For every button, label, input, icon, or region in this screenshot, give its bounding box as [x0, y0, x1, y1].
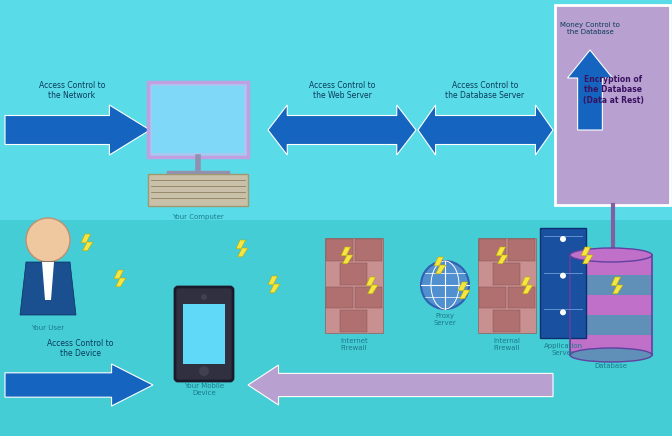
Polygon shape [418, 105, 553, 155]
FancyBboxPatch shape [570, 295, 652, 315]
FancyBboxPatch shape [493, 263, 519, 285]
Text: Internal
Firewall: Internal Firewall [493, 338, 521, 351]
FancyBboxPatch shape [175, 287, 233, 381]
Polygon shape [5, 364, 153, 406]
FancyBboxPatch shape [339, 310, 366, 332]
Text: Database: Database [595, 363, 628, 369]
FancyBboxPatch shape [148, 174, 248, 206]
Polygon shape [366, 277, 378, 294]
Polygon shape [496, 247, 508, 264]
FancyBboxPatch shape [570, 315, 652, 335]
FancyBboxPatch shape [0, 0, 672, 220]
Text: Internet
Firewall: Internet Firewall [340, 338, 368, 351]
Polygon shape [114, 270, 126, 287]
FancyBboxPatch shape [355, 239, 382, 261]
FancyBboxPatch shape [493, 310, 519, 332]
FancyBboxPatch shape [325, 238, 383, 333]
Text: Your Computer: Your Computer [172, 214, 224, 220]
Text: Encryption of
the Database
(Data at Rest): Encryption of the Database (Data at Rest… [583, 75, 643, 105]
Polygon shape [611, 277, 623, 294]
FancyBboxPatch shape [339, 263, 366, 285]
Polygon shape [248, 365, 553, 405]
Polygon shape [5, 105, 150, 155]
Circle shape [199, 366, 209, 376]
Circle shape [560, 309, 566, 315]
Text: Access Control to
the Network: Access Control to the Network [39, 81, 106, 100]
FancyBboxPatch shape [183, 304, 225, 364]
Polygon shape [20, 262, 76, 315]
Polygon shape [341, 247, 353, 264]
Circle shape [560, 236, 566, 242]
Text: Proxy
Server: Proxy Server [433, 313, 456, 326]
Text: Your User: Your User [32, 325, 65, 331]
FancyBboxPatch shape [479, 239, 506, 261]
Polygon shape [458, 282, 470, 299]
FancyBboxPatch shape [355, 286, 382, 308]
FancyBboxPatch shape [540, 228, 586, 338]
Text: Your Mobile
Device: Your Mobile Device [184, 383, 224, 396]
FancyBboxPatch shape [479, 286, 506, 308]
FancyBboxPatch shape [508, 286, 535, 308]
Polygon shape [434, 257, 446, 274]
Polygon shape [236, 240, 248, 257]
FancyBboxPatch shape [478, 238, 536, 333]
FancyBboxPatch shape [152, 86, 244, 153]
Polygon shape [268, 105, 416, 155]
Polygon shape [581, 247, 593, 264]
Polygon shape [268, 276, 280, 293]
Polygon shape [567, 50, 612, 130]
Polygon shape [81, 234, 93, 251]
FancyBboxPatch shape [148, 82, 248, 157]
FancyBboxPatch shape [555, 5, 670, 205]
Circle shape [26, 218, 70, 262]
Text: Access Control to
the Database Server: Access Control to the Database Server [446, 81, 525, 100]
Text: Access Control to
the Device: Access Control to the Device [47, 339, 113, 358]
Circle shape [421, 261, 469, 309]
Text: Access Control to
the Web Server: Access Control to the Web Server [309, 81, 375, 100]
FancyBboxPatch shape [570, 335, 652, 355]
Text: Application
Server: Application Server [544, 343, 583, 356]
FancyBboxPatch shape [508, 239, 535, 261]
Circle shape [560, 272, 566, 279]
Polygon shape [521, 277, 533, 294]
FancyBboxPatch shape [570, 275, 652, 295]
Polygon shape [42, 262, 54, 300]
Ellipse shape [570, 248, 652, 262]
FancyBboxPatch shape [326, 239, 353, 261]
FancyBboxPatch shape [570, 255, 652, 275]
Ellipse shape [570, 348, 652, 362]
Circle shape [201, 294, 207, 300]
FancyBboxPatch shape [0, 220, 672, 436]
Text: Money Control to
the Database: Money Control to the Database [560, 22, 620, 35]
FancyBboxPatch shape [326, 286, 353, 308]
